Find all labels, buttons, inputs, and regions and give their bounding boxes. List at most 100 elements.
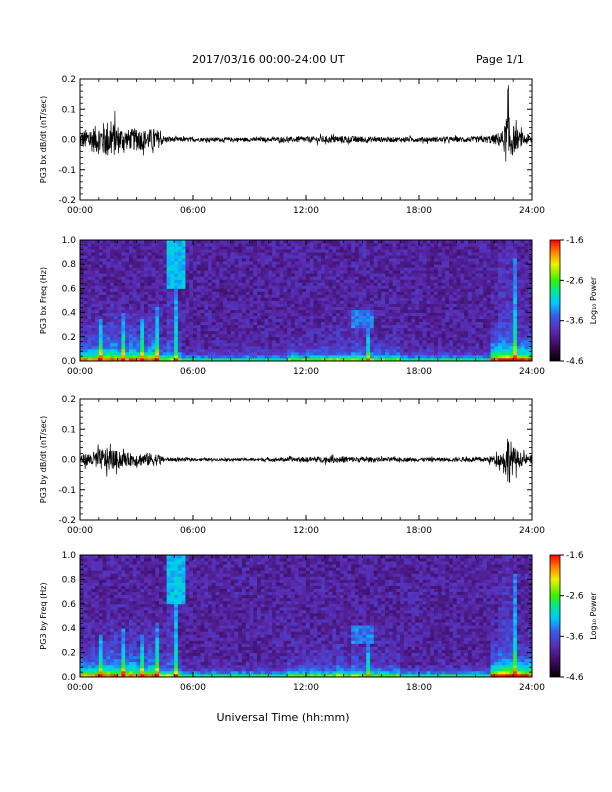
spectrogram-cell xyxy=(479,333,484,338)
spectrogram-cell xyxy=(415,324,420,329)
spectrogram-cell xyxy=(159,279,164,283)
spectrogram-cell xyxy=(351,294,356,298)
spectrogram-cell xyxy=(373,294,378,298)
x-tick-label: 24:00 xyxy=(519,367,545,377)
spectrogram-cell xyxy=(125,348,130,353)
spectrogram-cell xyxy=(219,306,224,310)
spectrogram-cell xyxy=(366,264,371,268)
spectrogram-cell xyxy=(226,348,232,353)
spectrogram-cell xyxy=(257,240,262,244)
spectrogram-cell xyxy=(140,282,145,286)
spectrogram-cell xyxy=(283,243,288,247)
spectrogram-cell xyxy=(147,342,152,347)
spectrogram-cell xyxy=(272,315,277,320)
spectrogram-cell xyxy=(226,279,232,283)
spectrogram-cell xyxy=(354,294,360,298)
spectrogram-cell xyxy=(189,309,194,313)
spectrogram-cell xyxy=(528,303,533,307)
spectrogram-cell xyxy=(264,354,269,359)
spectrogram-cell xyxy=(400,273,405,277)
spectrogram-cell xyxy=(113,273,119,277)
spectrogram-cell xyxy=(117,354,122,359)
spectrogram-cell xyxy=(234,240,239,244)
spectrogram-cell xyxy=(196,282,201,286)
spectrogram-cell xyxy=(162,276,168,280)
spectrogram-cell xyxy=(132,273,137,277)
spectrogram-cell xyxy=(392,348,397,353)
spectrogram-cell xyxy=(505,264,510,268)
spectrogram-cell xyxy=(317,345,322,350)
spectrogram-cell xyxy=(181,333,186,338)
spectrogram-cell xyxy=(125,267,130,271)
spectrogram-cell xyxy=(392,270,397,274)
spectrogram-cell xyxy=(385,288,390,292)
spectrogram-cell xyxy=(388,258,394,262)
spectrogram-cell xyxy=(486,249,491,253)
spectrogram-cell xyxy=(505,324,510,329)
spectrogram-cell xyxy=(279,267,284,271)
spectrogram-cell xyxy=(362,303,367,307)
spectrogram-cell xyxy=(407,327,412,332)
spectrogram-cell xyxy=(460,282,465,286)
spectrogram-cell xyxy=(483,354,488,359)
spectrogram-cell xyxy=(385,342,390,347)
spectrogram-cell xyxy=(377,294,382,298)
spectrogram-cell xyxy=(121,321,126,326)
spectrogram-cell xyxy=(95,261,100,265)
spectrogram-cell xyxy=(166,348,171,353)
spectrogram-cell xyxy=(419,351,424,356)
spectrogram-cell xyxy=(117,264,122,268)
spectrogram-cell xyxy=(441,348,446,353)
spectrogram-cell xyxy=(174,333,179,338)
spectrogram-cell xyxy=(144,309,149,313)
spectrogram-cell xyxy=(328,330,333,335)
spectrogram-cell xyxy=(128,240,134,244)
spectrogram-cell xyxy=(279,282,284,286)
spectrogram-cell xyxy=(471,270,476,274)
spectrogram-cell xyxy=(498,309,503,313)
spectrogram-cell xyxy=(196,273,201,277)
spectrogram-cell xyxy=(513,312,518,317)
spectrogram-cell xyxy=(373,357,378,362)
spectrogram-cell xyxy=(91,318,96,323)
spectrogram-cell xyxy=(445,306,450,310)
spectrogram-cell xyxy=(343,357,348,362)
spectrogram-cell xyxy=(177,249,183,253)
spectrogram-cell xyxy=(162,303,168,307)
spectrogram-cell xyxy=(332,246,337,250)
spectrogram-cell xyxy=(193,282,198,286)
spectrogram-cell xyxy=(80,309,85,313)
spectrogram-cell xyxy=(279,306,284,310)
spectrogram-cell xyxy=(328,249,333,253)
spectrogram-cell xyxy=(234,294,239,298)
spectrogram-cell xyxy=(407,261,412,265)
spectrogram-cell xyxy=(95,315,100,320)
spectrogram-cell xyxy=(260,315,265,320)
spectrogram-cell xyxy=(321,273,326,277)
spectrogram-cell xyxy=(306,336,311,341)
spectrogram-cell xyxy=(377,348,382,353)
spectrogram-cell xyxy=(434,240,439,244)
spectrogram-cell xyxy=(204,288,209,292)
spectrogram-cell xyxy=(147,276,152,280)
spectrogram-cell xyxy=(181,270,186,274)
spectrogram-cell xyxy=(294,288,299,292)
spectrogram-cell xyxy=(528,294,533,298)
spectrogram-cell xyxy=(407,312,412,317)
spectrogram-cell xyxy=(155,240,160,244)
spectrogram-cell xyxy=(422,339,427,344)
spectrogram-cell xyxy=(140,294,145,298)
spectrogram-cell xyxy=(422,345,427,350)
spectrogram-cell xyxy=(377,261,382,265)
spectrogram-cell xyxy=(275,291,281,295)
spectrogram-cell xyxy=(294,336,299,341)
spectrogram-cell xyxy=(83,315,88,320)
spectrogram-cell xyxy=(283,264,288,268)
spectrogram-cell xyxy=(381,327,386,332)
spectrogram-cell xyxy=(185,342,190,347)
y-tick-label: 0.0 xyxy=(62,357,77,367)
spectrogram-cell xyxy=(524,252,529,256)
spectrogram-cell xyxy=(396,327,401,332)
spectrogram-cell xyxy=(347,351,352,356)
spectrogram-cell xyxy=(298,279,303,283)
